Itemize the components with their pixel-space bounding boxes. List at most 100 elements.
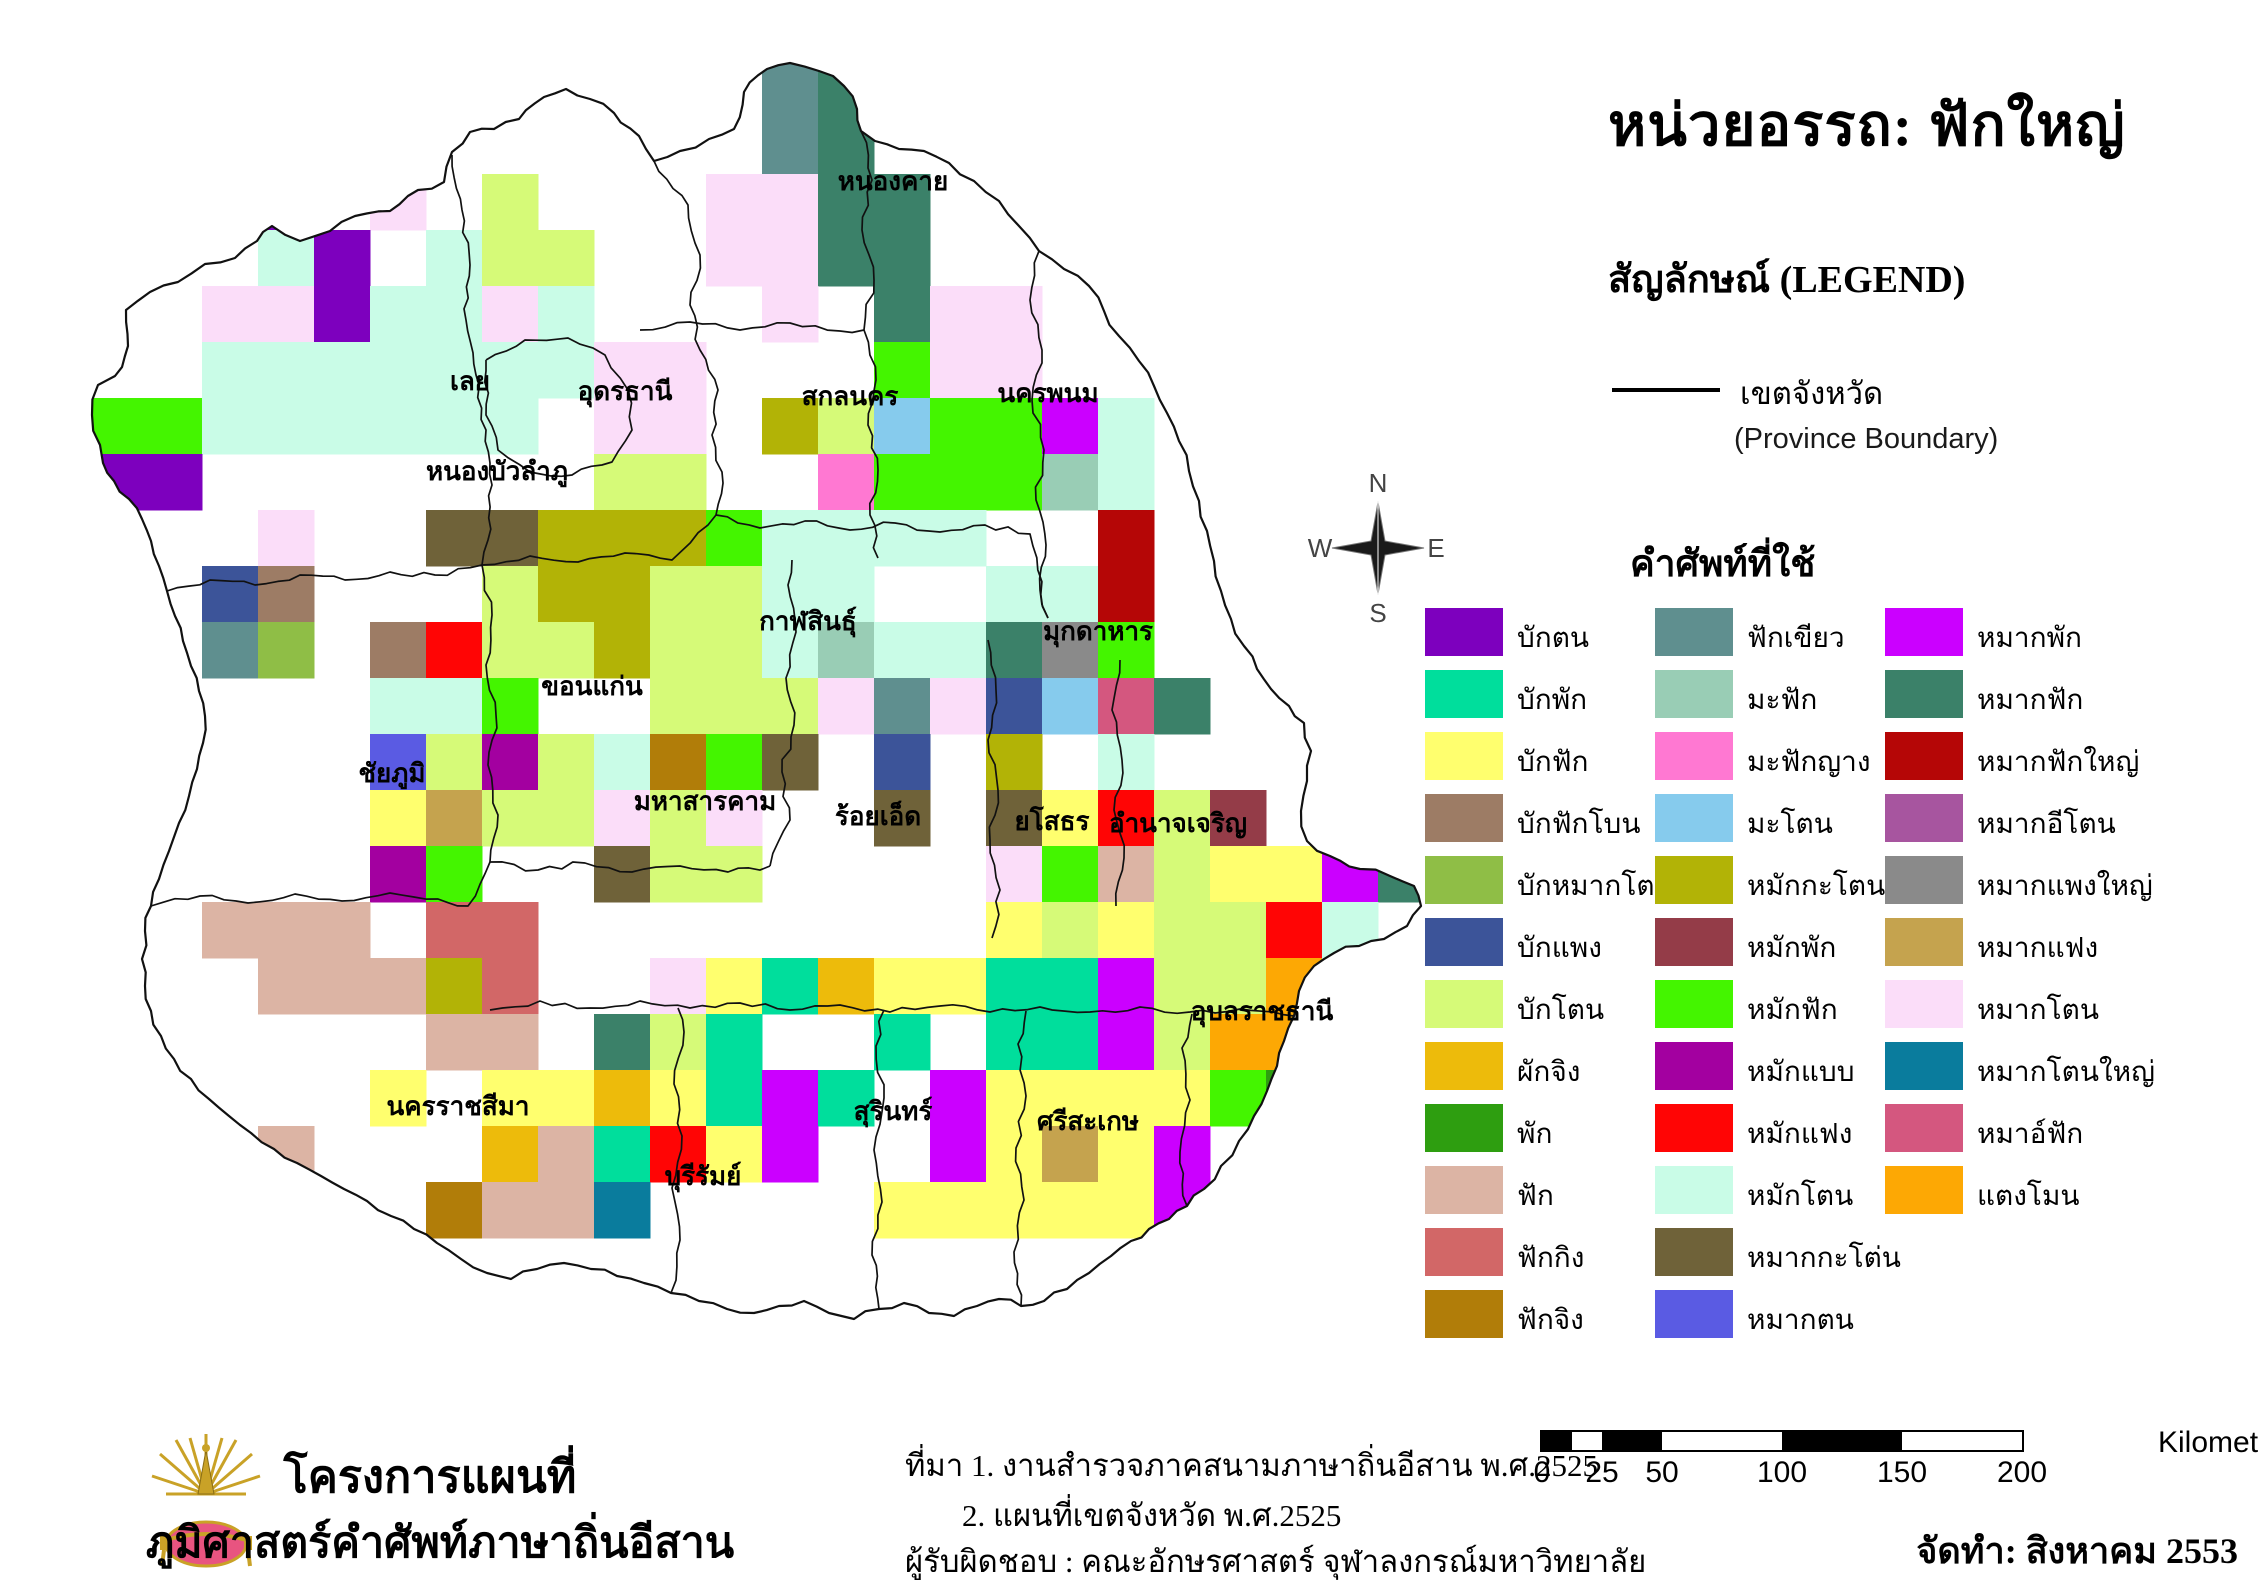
legend-entry: หมากตน (1655, 1290, 1985, 1352)
project-title-line1: โครงการแผนที่ (283, 1452, 577, 1502)
map-cell (1154, 902, 1211, 959)
map-cell (1042, 790, 1099, 847)
map-cell (1210, 958, 1267, 1015)
map-cell (874, 622, 931, 679)
legend-entry: พัก (1425, 1104, 1755, 1166)
map-cell (370, 286, 427, 343)
legend-entry: หมักแบบ (1655, 1042, 1985, 1104)
map-cell (650, 790, 707, 847)
legend-swatch (1885, 670, 1963, 718)
map-cell (930, 286, 987, 343)
legend-swatch (1425, 918, 1503, 966)
map-cell (986, 846, 1043, 903)
map-cell (426, 398, 483, 455)
legend-swatch (1885, 1104, 1963, 1152)
legend-entry: บักแพง (1425, 918, 1755, 980)
map-cell (538, 566, 595, 623)
map-cell (482, 1014, 539, 1071)
map-cell (426, 846, 483, 903)
map-cell (650, 678, 707, 735)
province-boundary (1029, 250, 1049, 619)
province-boundary (639, 321, 865, 334)
map-cell (1042, 454, 1099, 511)
map-cell (930, 622, 987, 679)
map-cell (706, 1126, 763, 1183)
map-cell (1098, 1014, 1155, 1071)
province-label: หนองบัวลำภู (426, 457, 568, 488)
province-boundary (871, 1009, 885, 1310)
legend-entry: หมากแฟง (1885, 918, 2215, 980)
boundary-sublabel: (Province Boundary) (1734, 423, 1999, 455)
map-cell (426, 622, 483, 679)
scale-bar: Kilometers 0 25 50 100 150 200 (1534, 1426, 2258, 1500)
map-cell (92, 398, 147, 455)
legend-label: หมักแบบ (1747, 1057, 1855, 1088)
source-line2: 2. แผนที่เขตจังหวัด พ.ศ.2525 (962, 1498, 1342, 1533)
map-cell (258, 902, 315, 959)
map-cell (930, 342, 987, 399)
province-label: ขอนแก่น (541, 672, 643, 701)
legend-swatch (1425, 980, 1503, 1028)
map-cell (1210, 1014, 1267, 1071)
map-cell (874, 1182, 931, 1239)
map-cell (986, 454, 1043, 511)
legend-entry: หมักโตน (1655, 1166, 1985, 1228)
compass-letter-w: W (1308, 533, 1333, 563)
legend-column-3: หมากพัก หมากฟัก หมากฟักใหญ่ หมากอีโตน หมากแพ… (1885, 608, 2215, 1228)
legend-entry: ฟักเขียว (1655, 608, 1985, 670)
map-cell (202, 398, 259, 455)
map-cell (762, 398, 819, 455)
legend-swatch (1425, 670, 1503, 718)
map-cell (1042, 902, 1099, 959)
map-cell (202, 342, 259, 399)
map-cell (706, 230, 763, 287)
legend-label: ผักจิง (1517, 1057, 1581, 1088)
map-cell (538, 230, 595, 287)
legend-column-2: ฟักเขียว มะฟัก มะฟักญาง มะโตน หมักกะโตน หมักพ… (1655, 608, 1985, 1352)
province-boundary (769, 559, 797, 867)
legend-label: หมักแฟง (1747, 1119, 1853, 1150)
province-boundary (150, 861, 491, 907)
province-boundary (451, 154, 493, 566)
map-cell (594, 566, 651, 623)
map-cell (930, 1126, 987, 1183)
legend-label: หมักฟัก (1747, 995, 1838, 1026)
map-cell (818, 454, 875, 511)
scale-segment (1572, 1432, 1602, 1450)
map-cell (538, 286, 595, 343)
map-cell (1098, 1126, 1155, 1183)
map-cell (370, 342, 427, 399)
map-cell (1210, 1070, 1267, 1127)
legend-label: หมากฟักใหญ่ (1977, 747, 2140, 778)
province-boundary (670, 1007, 685, 1294)
map-cell (1210, 846, 1267, 903)
legend-swatch (1885, 980, 1963, 1028)
map-cell (818, 566, 875, 623)
map-cell (1098, 734, 1155, 791)
map-cell (482, 566, 539, 623)
map-cell (650, 566, 707, 623)
legend-swatch (1655, 608, 1733, 656)
map-cell (538, 1182, 595, 1239)
map-cell (1042, 678, 1099, 735)
map-cell (370, 1070, 427, 1127)
map-cell (1042, 958, 1099, 1015)
legend-entry: บักหมากโตน (1425, 856, 1755, 918)
map-cell (762, 1070, 819, 1127)
province-label: สกลนคร (802, 382, 899, 411)
legend-swatch (1655, 794, 1733, 842)
scale-tick-label: 200 (1996, 1456, 2048, 1489)
university-logo (151, 1434, 261, 1568)
map-cell (1098, 398, 1155, 455)
legend-entry: หมากพัก (1885, 608, 2215, 670)
province-label: ศรีสะเกษ (1037, 1107, 1139, 1136)
legend-entry: แตงโมน (1885, 1166, 2215, 1228)
scale-bar-segments (1540, 1430, 2024, 1452)
legend-entry: มะโตน (1655, 794, 1985, 856)
legend-entry: หมากฟัก (1885, 670, 2215, 732)
map-cell (874, 398, 931, 455)
legend-heading: สัญลักษณ์ (LEGEND) (1608, 259, 1966, 301)
map-cell (1042, 1070, 1099, 1127)
province-label: ชัยภูมิ (358, 759, 425, 790)
